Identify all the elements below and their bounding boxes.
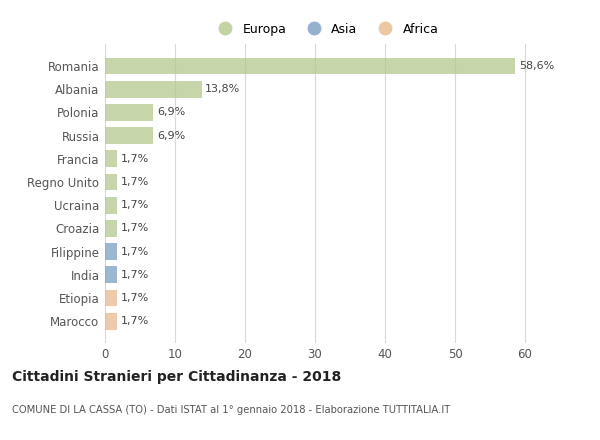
Text: COMUNE DI LA CASSA (TO) - Dati ISTAT al 1° gennaio 2018 - Elaborazione TUTTITALI: COMUNE DI LA CASSA (TO) - Dati ISTAT al … — [12, 405, 450, 415]
Bar — [105, 267, 117, 283]
Text: 13,8%: 13,8% — [205, 84, 241, 94]
Bar — [105, 104, 154, 121]
Bar — [105, 127, 154, 144]
Bar — [105, 313, 117, 330]
Bar — [105, 150, 117, 167]
Text: 1,7%: 1,7% — [121, 224, 149, 233]
Text: 6,9%: 6,9% — [157, 107, 185, 117]
Text: 1,7%: 1,7% — [121, 316, 149, 326]
Text: 1,7%: 1,7% — [121, 270, 149, 280]
Bar — [105, 220, 117, 237]
Text: Cittadini Stranieri per Cittadinanza - 2018: Cittadini Stranieri per Cittadinanza - 2… — [12, 370, 341, 384]
Text: 58,6%: 58,6% — [519, 61, 554, 71]
Bar — [105, 290, 117, 306]
Text: 1,7%: 1,7% — [121, 200, 149, 210]
Text: 1,7%: 1,7% — [121, 154, 149, 164]
Text: 1,7%: 1,7% — [121, 247, 149, 257]
Bar — [105, 174, 117, 191]
Text: 1,7%: 1,7% — [121, 293, 149, 303]
Bar — [105, 197, 117, 213]
Legend: Europa, Asia, Africa: Europa, Asia, Africa — [210, 20, 441, 38]
Text: 1,7%: 1,7% — [121, 177, 149, 187]
Text: 6,9%: 6,9% — [157, 131, 185, 140]
Bar — [105, 58, 515, 74]
Bar — [105, 81, 202, 98]
Bar — [105, 243, 117, 260]
